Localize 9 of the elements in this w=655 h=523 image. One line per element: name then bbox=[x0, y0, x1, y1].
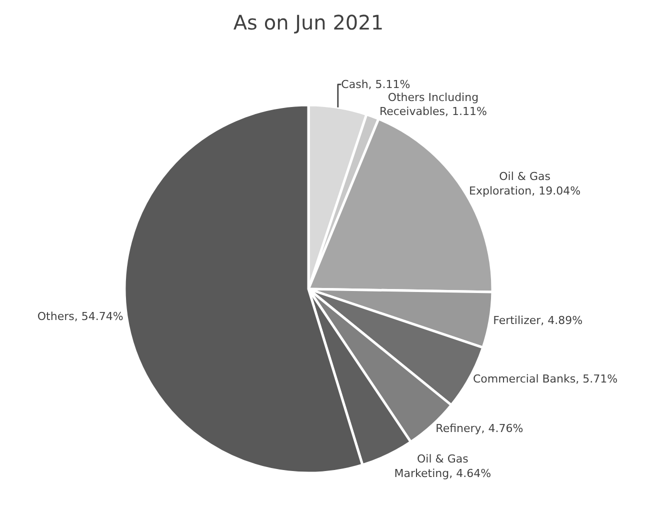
slice-label: Oil & Gas Marketing, 4.64% bbox=[394, 452, 492, 480]
slice-label: Refinery, 4.76% bbox=[436, 422, 524, 436]
slice-label: Fertilizer, 4.89% bbox=[493, 314, 583, 327]
slice-label: Commercial Banks, 5.71% bbox=[472, 372, 618, 386]
slice-label: Others, 54.74% bbox=[37, 310, 124, 323]
chart-title: As on Jun 2021 bbox=[233, 10, 384, 35]
slice-label: Oil & Gas Exploration, 19.04% bbox=[469, 170, 581, 198]
slice-label: Cash, 5.11% bbox=[341, 78, 410, 91]
slice-label: Others Including Receivables, 1.11% bbox=[379, 90, 487, 118]
